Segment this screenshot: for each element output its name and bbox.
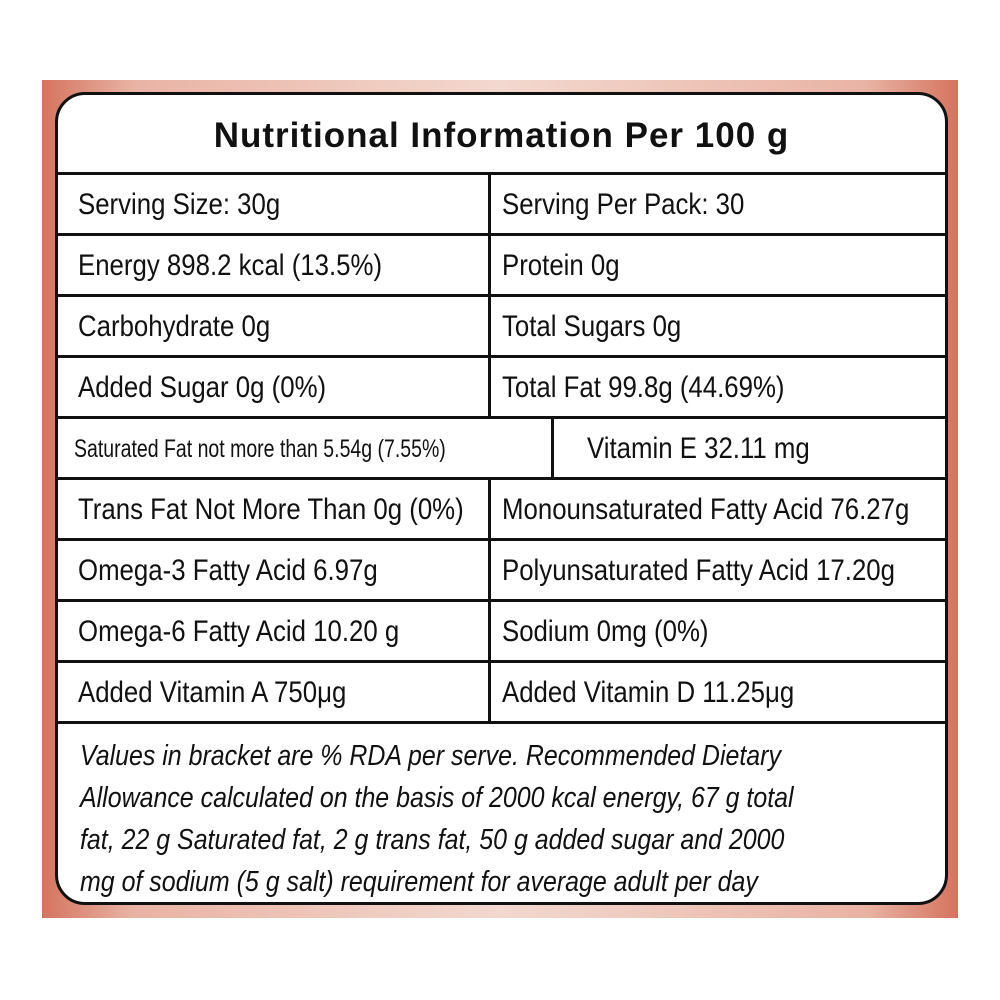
column-divider [488,602,491,660]
footnote-line: fat, 22 g Saturated fat, 2 g trans fat, … [80,824,785,856]
nutrition-label: Nutritional Information Per 100 g Servin… [55,92,948,905]
footnote-line: Allowance calculated on the basis of 200… [80,782,794,814]
cell: Polyunsaturated Fatty Acid 17.20g [502,554,895,587]
cell: Added Sugar 0g (0%) [78,371,327,404]
column-divider [488,236,491,294]
column-divider [488,541,491,599]
cell: Total Sugars 0g [502,310,682,343]
cell: Protein 0g [502,249,620,282]
table-row: Serving Size: 30g Serving Per Pack: 30 [58,175,945,236]
footnote-line: mg of sodium (5 g salt) requirement for … [80,866,758,898]
cell: Saturated Fat not more than 5.54g (7.55%… [74,435,446,463]
table-row: Trans Fat Not More Than 0g (0%) Monounsat… [58,480,945,541]
cell: Added Vitamin D 11.25μg [502,676,795,709]
column-divider [551,419,554,477]
footnote: Values in bracket are % RDA per serve. R… [80,735,945,902]
table-row: Added Sugar 0g (0%) Total Fat 99.8g (44.6… [58,358,945,419]
table-row: Carbohydrate 0g Total Sugars 0g [58,297,945,358]
cell: Added Vitamin A 750μg [78,676,347,709]
cell: Serving Size: 30g [78,188,281,221]
footnote-line: Values in bracket are % RDA per serve. R… [80,740,781,772]
cell: Omega-3 Fatty Acid 6.97g [78,554,378,587]
column-divider [488,175,491,233]
column-divider [488,358,491,416]
table-row: Saturated Fat not more than 5.54g (7.55%… [58,419,945,480]
cell: Omega-6 Fatty Acid 10.20 g [78,615,400,648]
cell: Total Fat 99.8g (44.69%) [502,371,785,404]
table-row: Omega-6 Fatty Acid 10.20 g Sodium 0mg (0%… [58,602,945,663]
column-divider [488,480,491,538]
cell: Monounsaturated Fatty Acid 76.27g [502,493,910,526]
column-divider [488,297,491,355]
table-row: Added Vitamin A 750μg Added Vitamin D 11.… [58,663,945,724]
cell: Serving Per Pack: 30 [502,188,745,221]
cell: Vitamin E 32.11 mg [587,432,810,465]
table-row: Omega-3 Fatty Acid 6.97g Polyunsaturated … [58,541,945,602]
cell: Carbohydrate 0g [78,310,271,343]
title: Nutritional Information Per 100 g [58,95,945,175]
cell: Sodium 0mg (0%) [502,615,709,648]
table-row: Energy 898.2 kcal (13.5%) Protein 0g [58,236,945,297]
column-divider [488,663,491,721]
cell: Trans Fat Not More Than 0g (0%) [78,493,464,526]
cell: Energy 898.2 kcal (13.5%) [78,249,383,282]
